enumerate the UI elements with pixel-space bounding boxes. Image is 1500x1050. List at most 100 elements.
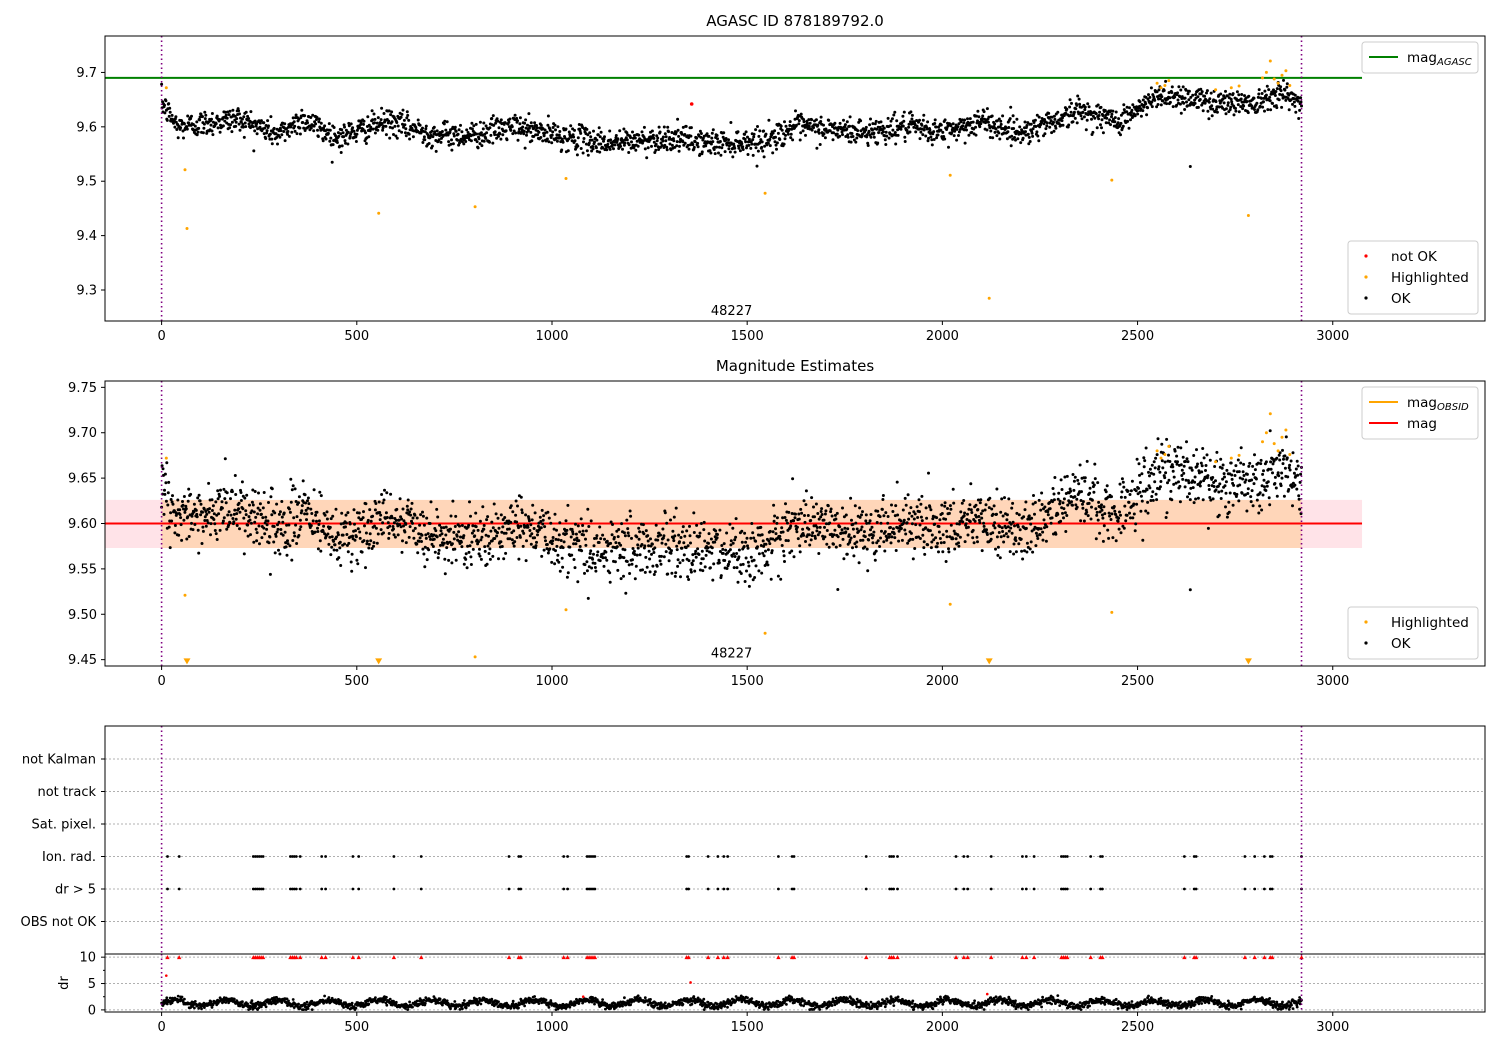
series-point [261,516,265,520]
series-point [1261,493,1265,497]
series-point [1176,91,1179,95]
series-point [926,139,930,143]
series-point [382,124,385,128]
series-point [291,539,295,542]
series-point [781,530,785,534]
series-point [844,530,848,534]
series-point [693,140,697,144]
series-point [319,494,323,498]
series-point [608,129,612,133]
series-point [771,131,775,135]
series-point [1120,477,1124,481]
series-point [610,549,614,553]
series-point [1074,503,1078,507]
series-point [922,540,926,544]
series-point [727,147,731,151]
series-point [827,545,831,549]
series-point [509,520,513,524]
series-point [538,515,542,519]
series-point [571,530,575,534]
series-point [1132,512,1136,516]
series-point [1104,121,1108,125]
series-point [858,515,862,519]
series-point [489,133,493,137]
series-point [195,133,199,137]
series-point [836,588,840,591]
series-point [572,542,576,546]
series-point [605,558,609,562]
series-point [171,494,174,498]
series-point [366,115,370,119]
series-point [1129,118,1132,122]
series-point [887,136,891,140]
series-point [1138,481,1142,484]
series-point [1276,81,1280,85]
series-point [326,131,330,135]
series-point [560,148,564,152]
series-point [521,125,525,129]
series-point [579,131,583,135]
series-point [627,534,631,538]
series-point [1193,480,1197,484]
series-point [921,533,925,537]
series-point [664,139,668,143]
series-point [436,515,440,519]
series-point [199,513,203,517]
series-point [404,134,408,138]
series-point [581,151,585,155]
series-point [989,537,993,541]
series-point [995,134,999,138]
series-point [465,566,469,570]
series-point [1073,116,1077,120]
series-point [195,120,199,124]
series-point [963,118,967,122]
series-point [1087,105,1091,109]
series-point [481,505,485,509]
series-point [377,500,381,504]
series-point [1007,497,1011,501]
series-point [913,512,917,516]
series-point [642,532,646,536]
series-point [841,537,845,541]
series-point [910,117,914,121]
series-point [173,524,177,527]
series-point [878,515,882,519]
series-point [347,541,351,545]
series-point [884,143,888,146]
series-point [307,502,311,506]
series-point [611,523,614,526]
series-point [1160,459,1164,463]
series-point [210,498,214,502]
series-point [1229,86,1233,90]
series-point [432,537,436,541]
series-point [957,541,960,545]
series-point [914,523,918,527]
series-point [407,132,411,136]
series-point [508,117,512,121]
series-point [1119,531,1123,535]
series-point [1193,475,1197,479]
panel1-title: AGASC ID 878189792.0 [706,12,884,30]
series-point [242,115,246,119]
series-point [364,502,368,506]
series-point [1167,444,1171,448]
series-point [737,555,741,559]
series-point [574,522,577,526]
series-point [1284,98,1288,102]
series-point [562,540,566,544]
series-point [1193,101,1197,105]
series-point [375,121,379,125]
series-point [167,102,171,106]
legend-label: OK [1391,636,1412,652]
series-point [582,140,585,144]
series-point [510,538,514,542]
series-point [912,510,916,514]
series-point [479,131,483,135]
series-point [743,137,747,141]
series-point [955,127,959,131]
series-point [637,537,641,541]
series-point [203,519,207,522]
series-point [361,516,365,520]
series-point [287,523,291,527]
series-point [344,128,348,132]
